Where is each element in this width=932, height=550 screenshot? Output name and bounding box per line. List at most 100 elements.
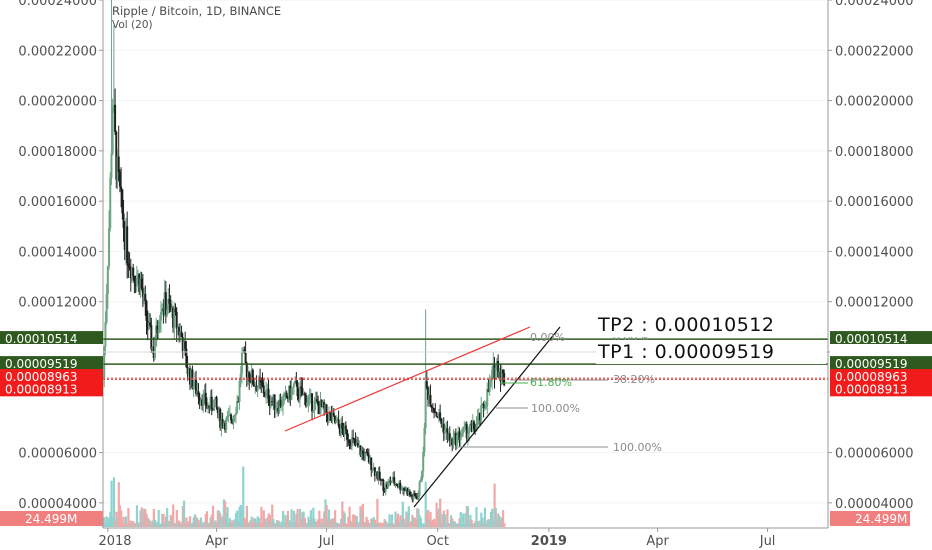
volume-bar <box>193 514 197 527</box>
volume-bar <box>216 510 219 527</box>
candle-body <box>197 391 200 398</box>
y-tick-label-left: 0.00006000 <box>18 447 97 462</box>
price-tag-label: 0.00010000 <box>835 345 908 359</box>
candle-body <box>248 372 251 381</box>
candle-body <box>366 452 369 456</box>
candle-body <box>334 415 336 423</box>
resistance-levels <box>103 338 828 380</box>
volume-bar <box>352 514 355 527</box>
volume-bar <box>262 510 265 527</box>
volume-bar <box>151 520 154 527</box>
candle-body <box>215 396 218 408</box>
volume-bar <box>138 523 141 527</box>
candle-body <box>276 407 278 409</box>
candle-body <box>491 369 494 380</box>
volume-bar <box>417 508 420 527</box>
candle-body <box>104 322 107 347</box>
volume-bar <box>499 519 502 527</box>
volume-bar <box>255 522 258 527</box>
volume-bar <box>445 523 448 527</box>
candle-body <box>262 385 265 394</box>
candle-body <box>454 432 457 446</box>
candle-body <box>187 368 190 374</box>
volume-bar <box>284 515 287 527</box>
candle-body <box>443 429 446 434</box>
volume-bar <box>190 523 193 527</box>
candle-body <box>203 392 206 395</box>
candle-body <box>451 438 454 446</box>
volume-bar <box>443 514 447 527</box>
candle-body <box>251 369 254 385</box>
volume-bar <box>201 523 204 527</box>
candle-body <box>326 414 329 421</box>
candle-body <box>427 387 430 400</box>
x-tick-label: Jul <box>318 534 335 549</box>
volume-bar <box>317 519 320 527</box>
volume-bar <box>323 511 326 527</box>
volume-bar <box>143 508 146 527</box>
volume-bar <box>240 509 244 527</box>
candle-body <box>211 408 214 411</box>
candle-body <box>395 483 398 486</box>
price-tag-label: 0.00010514 <box>5 332 78 346</box>
volume-bar <box>395 518 398 527</box>
candle-body <box>441 423 444 425</box>
volume-bar <box>378 522 381 527</box>
candle-body <box>180 331 183 338</box>
volume-bar <box>156 523 159 527</box>
volume-bar <box>144 509 147 527</box>
volume-bar <box>160 523 163 527</box>
candle-body <box>321 402 324 407</box>
candle-body <box>146 320 149 330</box>
volume-bar <box>393 523 396 527</box>
candle-body <box>459 436 462 440</box>
volume-bar <box>157 510 160 527</box>
volume-bar <box>276 520 279 527</box>
volume-bar <box>483 507 487 527</box>
volume-bar <box>472 523 476 527</box>
price-tag <box>830 331 932 347</box>
volume-bar <box>152 508 155 527</box>
volume-bar <box>407 506 410 527</box>
candle-body <box>195 379 198 394</box>
volume-bar <box>342 511 345 527</box>
volume-bar <box>274 523 277 527</box>
candle-body <box>190 369 193 385</box>
candle-body <box>189 368 191 385</box>
candle-body <box>358 445 361 447</box>
candle-body <box>364 452 367 460</box>
candle-body <box>396 485 399 487</box>
y-tick-label-right: 0.00014000 <box>835 245 914 260</box>
volume-bar <box>434 523 437 527</box>
volume-bar <box>465 506 468 527</box>
candle-body <box>117 156 120 173</box>
volume-bar <box>133 523 136 527</box>
volume-bar <box>427 509 430 527</box>
volume-bar <box>172 504 175 527</box>
volume-bar <box>446 509 449 527</box>
candle-body <box>172 307 175 328</box>
volume-tag <box>0 511 103 526</box>
volume-bar <box>359 506 362 527</box>
volume-bar <box>196 518 199 527</box>
volume-bar <box>198 523 201 527</box>
candle-body <box>239 373 242 381</box>
volume-bar <box>135 505 139 527</box>
candle-body <box>499 371 502 381</box>
candle-body <box>106 266 109 295</box>
candle-body <box>428 394 431 400</box>
volume-bar <box>422 523 425 527</box>
candle-body <box>347 439 350 441</box>
price-tag <box>0 381 103 397</box>
price-tag-label: 0.00010514 <box>835 332 908 346</box>
candle-body <box>181 337 184 354</box>
volume-bar <box>369 523 372 527</box>
volume-bar <box>401 501 404 527</box>
candle-body <box>367 455 370 463</box>
volume-bar <box>279 523 282 527</box>
volume-bar <box>187 522 190 527</box>
candle-body <box>124 226 127 250</box>
axes: 0.00024000 0.00024000 0.00022000 0.00022000… <box>18 0 914 549</box>
price-tag <box>830 369 932 385</box>
candle-body <box>133 275 136 284</box>
